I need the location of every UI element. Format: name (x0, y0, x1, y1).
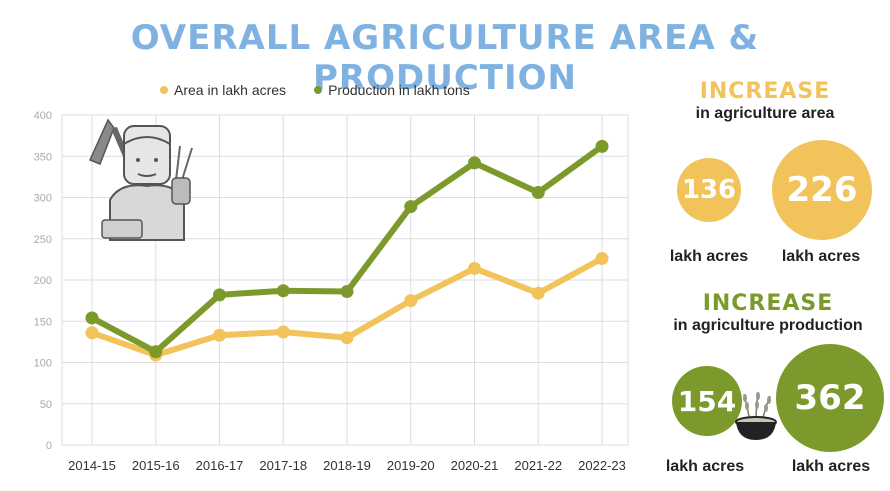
data-point-area (276, 325, 290, 339)
legend-label-production: Production in lakh tons (328, 82, 470, 98)
legend-swatch-production (314, 86, 323, 94)
legend-item-production: Production in lakh tons (314, 82, 470, 98)
data-point-area (595, 252, 609, 266)
area-to-unit: lakh acres (781, 248, 861, 265)
line-chart: 0 50 100 150 200 250 300 350 400 2014-15 2015-16 20… (34, 110, 629, 473)
y-tick-label: 200 (34, 275, 52, 287)
farmer-illustration-part (101, 219, 143, 239)
data-point-production (85, 311, 99, 325)
data-point-production (276, 284, 290, 298)
data-point-area (213, 328, 226, 342)
area-increase-panel: INCREASE in agriculture area 136 226 lak… (650, 80, 880, 280)
area-from-value: 136 (681, 175, 737, 205)
area-from-circle: 136 (677, 158, 741, 222)
data-point-production (531, 186, 545, 200)
data-point-production (595, 139, 609, 153)
data-point-area (404, 294, 418, 308)
production-to-value: 362 (794, 378, 866, 418)
area-to-circle: 226 (772, 140, 872, 240)
data-point-area (531, 286, 545, 300)
farmer-illustration-part (175, 145, 181, 181)
x-tick-label: 2017-18 (259, 458, 307, 473)
farmer-illustration-part (154, 158, 158, 162)
y-tick-label: 400 (34, 110, 52, 122)
legend-label-area: Area in lakh acres (174, 82, 287, 98)
data-point-area (468, 261, 481, 275)
data-point-area (340, 331, 354, 345)
farmer-illustration-part (88, 118, 115, 165)
x-tick-label: 2019-20 (387, 458, 435, 473)
farmer-illustration-part (137, 173, 157, 177)
y-tick-label: 350 (34, 151, 52, 163)
area-to-value: 226 (786, 170, 858, 210)
y-tick-label: 0 (46, 440, 52, 452)
y-tick-label: 250 (34, 234, 52, 246)
farmer-illustration-part (136, 158, 140, 162)
area-from-unit: lakh acres (669, 248, 749, 265)
y-tick-label: 150 (34, 316, 52, 328)
data-point-production (404, 200, 418, 214)
area-increase-subheading: in agriculture area (695, 105, 835, 122)
x-tick-label: 2020-21 (451, 458, 499, 473)
x-tick-label: 2022-23 (578, 458, 626, 473)
production-to-circle: 362 (776, 344, 884, 452)
x-tick-label: 2014-15 (68, 458, 116, 473)
production-from-value: 154 (677, 384, 737, 418)
y-tick-label: 300 (34, 193, 52, 205)
legend-item-area: Area in lakh acres (160, 82, 286, 98)
production-from-circle: 154 (672, 366, 742, 436)
data-point-production (149, 345, 163, 359)
x-tick-label: 2018-19 (323, 458, 371, 473)
farmer-illustration-part (171, 177, 191, 205)
y-tick-label: 50 (40, 399, 52, 411)
x-tick-label: 2016-17 (196, 458, 244, 473)
legend-swatch-area (160, 86, 168, 94)
y-tick-label: 100 (34, 358, 52, 370)
data-point-production (340, 285, 354, 299)
area-increase-heading: INCREASE (699, 79, 831, 104)
grain-bowl-icon (735, 391, 777, 440)
x-tick-label: 2015-16 (132, 458, 180, 473)
data-point-area (85, 326, 99, 340)
production-increase-subheading: in agriculture production (673, 317, 863, 334)
production-increase-panel: INCREASE in agriculture production 362 1… (648, 292, 888, 482)
farmer-illustration-icon (88, 118, 193, 242)
farmer-illustration-part (123, 136, 171, 145)
farmer-illustration-part (181, 147, 193, 181)
chart-legend: Area in lakh acres Production in lakh to… (160, 82, 470, 98)
data-point-production (213, 288, 226, 302)
production-from-unit: lakh acres (665, 458, 745, 475)
data-point-production (468, 156, 481, 170)
production-increase-heading: INCREASE (702, 291, 834, 316)
chart-title: OVERALL AGRICULTURE AREA & PRODUCTION (130, 18, 760, 98)
production-to-unit: lakh acres (791, 458, 871, 475)
x-tick-label: 2021-22 (514, 458, 562, 473)
farmer-illustration-part (123, 125, 171, 185)
